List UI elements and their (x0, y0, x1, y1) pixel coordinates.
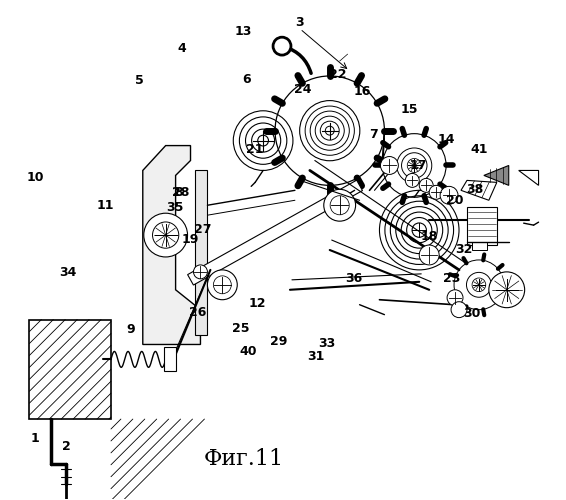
Circle shape (397, 148, 432, 183)
Text: 12: 12 (249, 297, 267, 310)
Polygon shape (195, 170, 207, 334)
Circle shape (472, 278, 486, 291)
Circle shape (330, 196, 349, 215)
Circle shape (299, 100, 360, 160)
Text: 33: 33 (318, 337, 336, 350)
Text: 8: 8 (174, 186, 183, 200)
Text: 28: 28 (172, 186, 189, 200)
Text: 3: 3 (295, 16, 304, 29)
Circle shape (207, 270, 237, 300)
Text: 6: 6 (242, 74, 251, 86)
Text: 41: 41 (470, 143, 488, 156)
Text: 35: 35 (166, 201, 183, 214)
Text: 36: 36 (345, 272, 362, 285)
Text: 16: 16 (353, 86, 371, 98)
Text: 25: 25 (232, 322, 250, 335)
Text: 24: 24 (294, 84, 311, 96)
Text: 11: 11 (97, 198, 114, 211)
Circle shape (405, 174, 419, 188)
Text: 1: 1 (31, 432, 40, 446)
Text: 22: 22 (329, 68, 347, 82)
Circle shape (451, 302, 467, 318)
Circle shape (408, 158, 421, 172)
Text: 26: 26 (188, 306, 206, 318)
Text: 31: 31 (307, 350, 324, 364)
Circle shape (144, 213, 187, 257)
Circle shape (213, 276, 231, 294)
Circle shape (380, 156, 398, 174)
Text: 2: 2 (62, 440, 71, 453)
Polygon shape (164, 348, 175, 372)
Bar (472, 242, 487, 250)
Text: 19: 19 (182, 232, 199, 245)
Circle shape (401, 152, 427, 178)
Text: 34: 34 (59, 266, 76, 279)
Bar (467, 207, 497, 245)
Circle shape (194, 265, 207, 279)
Circle shape (324, 190, 355, 221)
Text: 30: 30 (463, 307, 480, 320)
Circle shape (419, 178, 433, 192)
Circle shape (440, 186, 458, 204)
Text: 38: 38 (466, 183, 483, 196)
Polygon shape (461, 180, 497, 201)
Circle shape (447, 290, 463, 306)
Text: 5: 5 (135, 74, 144, 88)
Text: Фиг.11: Фиг.11 (204, 448, 284, 470)
Polygon shape (143, 146, 200, 344)
Text: 17: 17 (409, 159, 427, 172)
Circle shape (454, 260, 504, 310)
Text: 23: 23 (443, 272, 461, 285)
Bar (29, 320, 111, 419)
Text: 18: 18 (421, 230, 438, 242)
Circle shape (429, 186, 443, 200)
Text: 21: 21 (246, 143, 264, 156)
Text: 4: 4 (177, 42, 186, 55)
Text: 7: 7 (368, 128, 378, 141)
Text: 13: 13 (235, 24, 252, 38)
Text: 27: 27 (194, 222, 212, 235)
Text: 40: 40 (239, 346, 257, 358)
Text: 20: 20 (446, 194, 464, 207)
Text: 29: 29 (270, 336, 287, 348)
Circle shape (419, 245, 439, 265)
Circle shape (489, 272, 525, 308)
Circle shape (275, 76, 384, 186)
Circle shape (383, 134, 446, 198)
Text: 32: 32 (456, 242, 473, 256)
Polygon shape (187, 180, 362, 285)
Circle shape (152, 222, 179, 248)
Text: 14: 14 (438, 133, 455, 146)
Polygon shape (518, 170, 539, 186)
Circle shape (466, 272, 491, 297)
Text: 10: 10 (27, 172, 44, 184)
Circle shape (273, 37, 291, 55)
Text: 9: 9 (127, 323, 135, 336)
Text: 15: 15 (401, 104, 418, 117)
Polygon shape (484, 166, 509, 186)
